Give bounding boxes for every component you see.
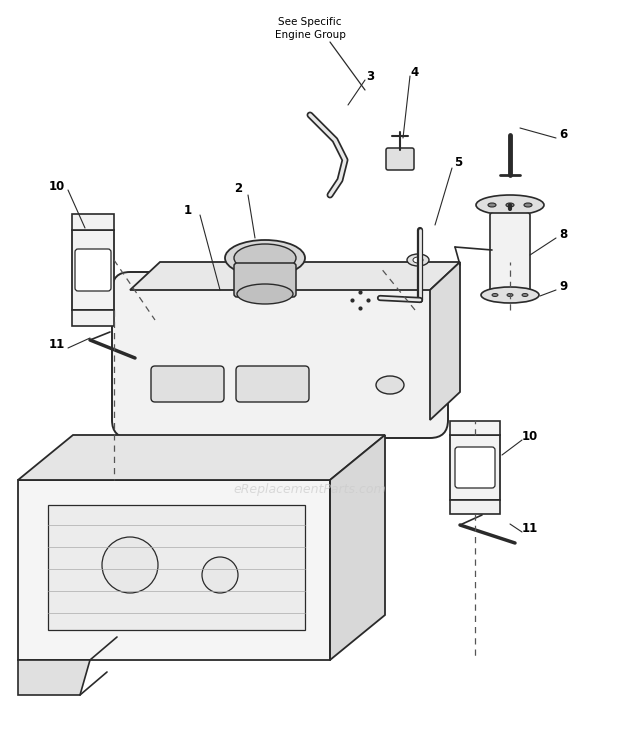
Polygon shape [330, 435, 385, 660]
Text: 10: 10 [522, 431, 538, 443]
FancyBboxPatch shape [450, 435, 500, 500]
Text: 10: 10 [49, 180, 65, 192]
Ellipse shape [506, 203, 514, 207]
Ellipse shape [413, 257, 423, 263]
Text: See Specific: See Specific [278, 17, 342, 27]
FancyBboxPatch shape [75, 249, 111, 291]
FancyBboxPatch shape [490, 213, 530, 292]
Text: 6: 6 [559, 128, 567, 142]
Bar [72, 310, 114, 326]
Ellipse shape [234, 244, 296, 272]
Ellipse shape [407, 254, 429, 266]
Text: 3: 3 [366, 70, 374, 82]
Ellipse shape [237, 284, 293, 304]
Text: 2: 2 [234, 183, 242, 195]
Text: 11: 11 [49, 338, 65, 352]
FancyBboxPatch shape [151, 366, 224, 402]
Ellipse shape [376, 376, 404, 394]
Text: 4: 4 [411, 65, 419, 79]
Ellipse shape [524, 203, 532, 207]
Ellipse shape [225, 240, 305, 276]
Ellipse shape [488, 203, 496, 207]
FancyBboxPatch shape [236, 366, 309, 402]
Text: Engine Group: Engine Group [275, 30, 345, 40]
Text: 8: 8 [559, 228, 567, 241]
Bar [48, 505, 305, 630]
FancyBboxPatch shape [72, 230, 114, 310]
Ellipse shape [522, 294, 528, 297]
Polygon shape [130, 262, 460, 290]
Ellipse shape [481, 287, 539, 303]
Ellipse shape [507, 294, 513, 297]
Polygon shape [430, 262, 460, 420]
Text: eReplacementParts.com: eReplacementParts.com [234, 484, 386, 496]
Circle shape [102, 537, 158, 593]
FancyBboxPatch shape [455, 447, 495, 488]
Ellipse shape [492, 294, 498, 297]
Circle shape [202, 557, 238, 593]
Polygon shape [18, 435, 385, 480]
FancyBboxPatch shape [386, 148, 414, 170]
FancyBboxPatch shape [234, 263, 296, 297]
Text: 9: 9 [559, 280, 567, 294]
Text: 11: 11 [522, 523, 538, 536]
Polygon shape [18, 660, 90, 695]
Bar [72, 214, 114, 230]
Polygon shape [18, 480, 330, 660]
Text: 5: 5 [454, 156, 462, 170]
Bar [450, 421, 500, 435]
Ellipse shape [476, 195, 544, 215]
FancyBboxPatch shape [112, 272, 448, 438]
Bar [450, 500, 500, 514]
Text: 1: 1 [184, 203, 192, 217]
